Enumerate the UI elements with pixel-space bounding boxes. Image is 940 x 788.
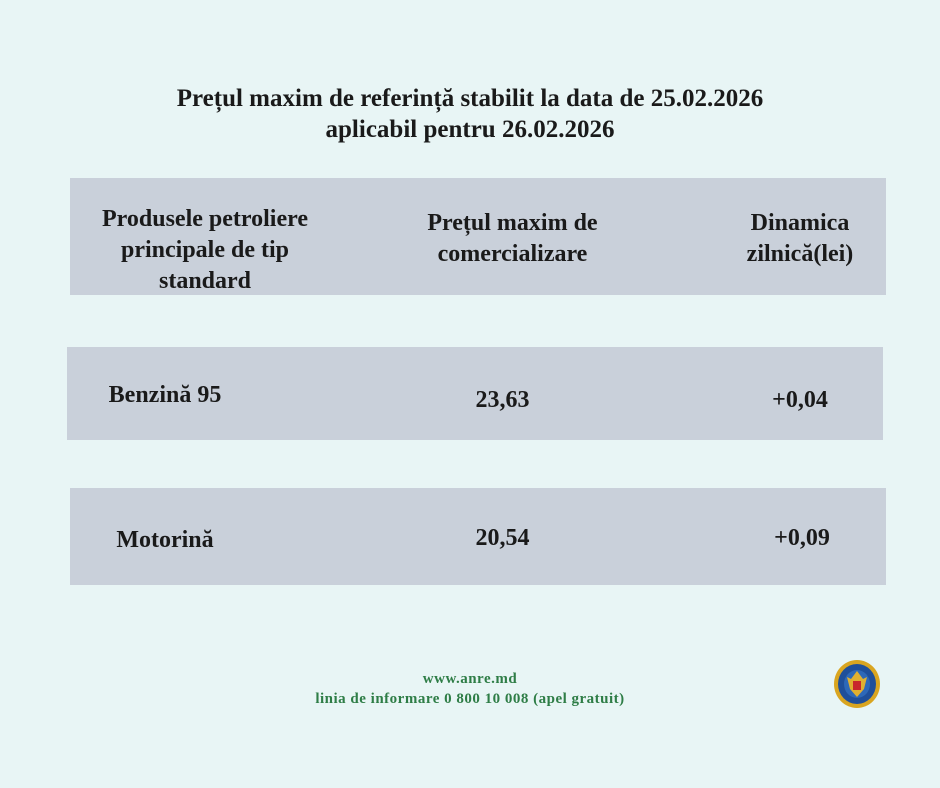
page-title: Prețul maxim de referință stabilit la da…: [0, 83, 940, 145]
row-price: 23,63: [475, 387, 530, 413]
title-line-1: Prețul maxim de referință stabilit la da…: [176, 85, 764, 112]
anre-seal-icon: [833, 659, 881, 709]
header-product: Produsele petroliere principale de tip s…: [102, 206, 308, 294]
header-change: Dinamica zilnică(lei): [746, 210, 854, 267]
row-product: Benzină 95: [108, 382, 222, 408]
table-row: [70, 488, 886, 585]
row-product: Motorină: [116, 527, 214, 553]
row-price: 20,54: [475, 525, 530, 551]
table-header: [70, 178, 886, 295]
header-price: Prețul maxim de comercializare: [427, 210, 598, 267]
row-change: +0,09: [774, 525, 830, 551]
footer-hotline: linia de informare 0 800 10 008 (apel gr…: [315, 691, 625, 707]
row-change: +0,04: [772, 387, 828, 413]
table-row: [67, 347, 883, 440]
footer-website[interactable]: www.anre.md: [422, 671, 518, 687]
title-line-2: aplicabil pentru 26.02.2026: [325, 116, 615, 143]
